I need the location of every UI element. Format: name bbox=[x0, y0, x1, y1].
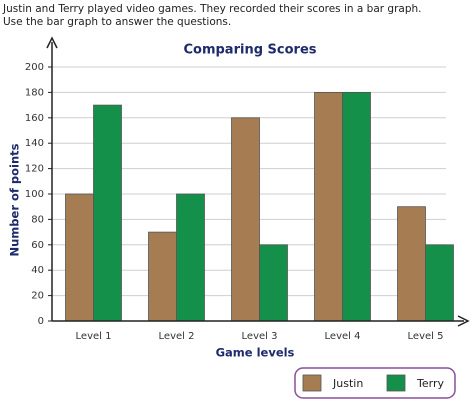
y-axis-label: Number of points bbox=[8, 143, 22, 256]
y-tick-label: 0 bbox=[38, 316, 44, 327]
x-tick-label: Level 4 bbox=[325, 331, 361, 342]
legend-label: Terry bbox=[416, 377, 444, 390]
legend-items: Justin Terry bbox=[302, 374, 444, 392]
bar bbox=[259, 244, 288, 322]
legend-swatch bbox=[302, 374, 322, 392]
y-tick-label: 20 bbox=[31, 291, 44, 302]
bar bbox=[176, 193, 205, 322]
legend bbox=[294, 367, 456, 399]
plot-area: 0 20 40 60 80 100 120 140 160 180 200 Level 1 Level … bbox=[25, 62, 454, 342]
chart-title: Comparing Scores bbox=[183, 43, 316, 58]
bar bbox=[148, 231, 177, 322]
y-tick-label: 160 bbox=[25, 113, 44, 124]
y-tick-label: 80 bbox=[31, 214, 44, 225]
bar bbox=[65, 193, 94, 322]
x-tick-label: Level 3 bbox=[242, 331, 278, 342]
bar bbox=[342, 92, 371, 322]
x-tick-label: Level 5 bbox=[408, 331, 444, 342]
x-axis-arrow bbox=[457, 315, 470, 327]
y-tick-label: 120 bbox=[25, 164, 44, 175]
y-tick-label: 180 bbox=[25, 87, 44, 98]
bar bbox=[397, 206, 426, 322]
y-tick-label: 200 bbox=[25, 62, 44, 73]
bar bbox=[314, 92, 343, 322]
bar bbox=[93, 104, 122, 322]
y-tick-label: 100 bbox=[25, 189, 44, 200]
y-tick-label: 60 bbox=[31, 240, 44, 251]
bar bbox=[231, 117, 260, 322]
instructions: Justin and Terry played video games. The… bbox=[3, 3, 422, 28]
x-tick-label: Level 2 bbox=[159, 331, 195, 342]
y-axis-arrow bbox=[46, 36, 58, 49]
x-axis-label: Game levels bbox=[216, 346, 295, 360]
legend-label: Justin bbox=[332, 377, 363, 390]
y-tick-label: 40 bbox=[31, 265, 44, 276]
legend-swatch bbox=[386, 374, 406, 392]
bar bbox=[425, 244, 454, 322]
x-tick-label: Level 1 bbox=[76, 331, 112, 342]
y-tick-label: 140 bbox=[25, 138, 44, 149]
